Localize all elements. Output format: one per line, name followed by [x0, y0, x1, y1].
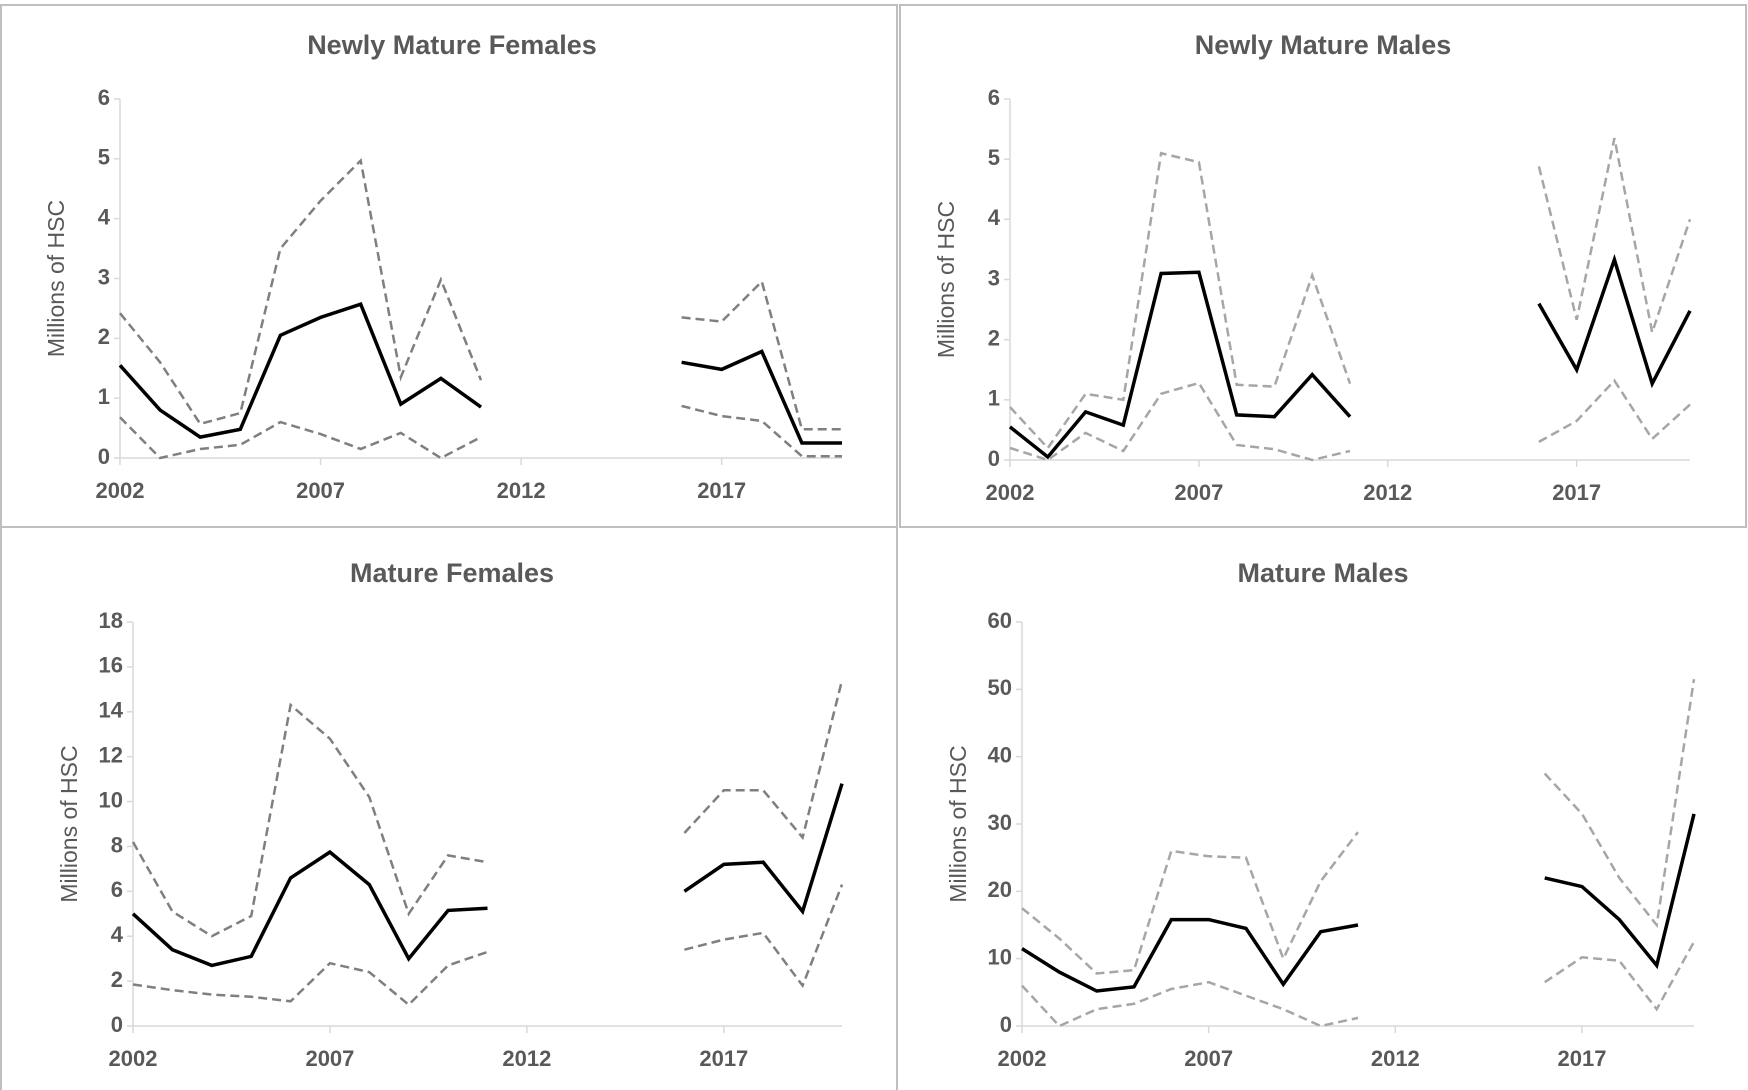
y-axis-title: Millions of HSC: [43, 200, 69, 357]
chart: Mature Males Millions of HSC 0 10 20 30 40 50 60…: [945, 558, 1696, 1071]
x-tick-label: 2017: [697, 478, 746, 503]
chart-title: Mature Males: [1237, 558, 1408, 588]
y-tick-label: 12: [99, 742, 123, 767]
x-tick-label: 2012: [1371, 1046, 1420, 1071]
y-tick-label: 0: [111, 1012, 123, 1037]
series-line: [118, 302, 842, 445]
x-tick-label: 2002: [96, 478, 145, 503]
y-tick-label: 0: [988, 446, 1000, 471]
y-tick-label: 3: [988, 265, 1000, 290]
y-tick-label: 4: [988, 205, 1001, 230]
chart: Mature Females Millions of HSC 0 2 4 6 8 10 12 14…: [56, 558, 844, 1071]
y-tick-label: 0: [98, 444, 110, 469]
y-tick-label: 10: [988, 944, 1012, 969]
chart-title: Mature Females: [350, 558, 554, 588]
series-line: [1021, 813, 1696, 993]
x-tick-label: 2007: [1184, 1046, 1233, 1071]
series-line: [131, 680, 844, 938]
series-line: [119, 158, 842, 431]
x-tick-label: 2012: [502, 1046, 551, 1071]
x-tick-label: 2007: [305, 1046, 354, 1071]
y-tick-label: 8: [111, 832, 123, 857]
y-tick-label: 16: [99, 653, 123, 678]
y-axis-title: Millions of HSC: [945, 745, 971, 902]
y-tick-label: 2: [111, 967, 123, 992]
x-tick-label: 2002: [998, 1046, 1047, 1071]
y-tick-label: 2: [98, 324, 110, 349]
y-tick-label: 20: [988, 877, 1012, 902]
x-tick-label: 2002: [109, 1046, 158, 1071]
chart: Newly Mature Females Millions of HSC 0 1 2 3 4…: [43, 30, 842, 503]
panel-border: [0, 4, 898, 528]
y-tick-label: 1: [988, 386, 1000, 411]
y-tick-label: 60: [988, 608, 1012, 633]
y-tick-label: 6: [111, 877, 123, 902]
y-tick-label: 2: [988, 325, 1000, 350]
x-tick-label: 2012: [497, 478, 546, 503]
series-line: [1009, 137, 1692, 450]
y-tick-label: 10: [99, 787, 123, 812]
series-line: [132, 884, 844, 1007]
x-tick-label: 2017: [699, 1046, 748, 1071]
y-tick-label: 40: [988, 742, 1012, 767]
y-tick-label: 5: [988, 145, 1000, 170]
x-tick-label: 2012: [1363, 480, 1412, 505]
y-tick-label: 6: [988, 85, 1000, 110]
x-tick-label: 2017: [1552, 480, 1601, 505]
y-axis-title: Millions of HSC: [56, 745, 82, 902]
y-tick-label: 4: [111, 922, 124, 947]
y-tick-label: 30: [988, 810, 1012, 835]
y-tick-label: 14: [99, 698, 124, 723]
y-tick-label: 50: [988, 675, 1012, 700]
series-line: [119, 404, 842, 460]
y-tick-label: 0: [1000, 1012, 1012, 1037]
series-line: [1021, 679, 1696, 975]
y-tick-label: 4: [98, 204, 111, 229]
chart-title: Newly Mature Males: [1195, 30, 1452, 60]
chart-title: Newly Mature Females: [307, 30, 597, 60]
series-line: [1021, 941, 1696, 1028]
x-tick-label: 2007: [296, 478, 345, 503]
x-tick-label: 2007: [1174, 480, 1223, 505]
series-line: [1008, 253, 1692, 460]
series-line: [1009, 378, 1691, 462]
series-line: [131, 783, 844, 968]
y-tick-label: 5: [98, 145, 110, 170]
x-tick-label: 2017: [1558, 1046, 1607, 1071]
y-tick-label: 3: [98, 264, 110, 289]
panel-border: [0, 526, 898, 1090]
y-tick-label: 18: [99, 608, 123, 633]
panel-border: [899, 4, 1747, 528]
chart: Newly Mature Males Millions of HSC 0 1 2 3 4 5 6…: [933, 30, 1692, 505]
y-tick-label: 1: [98, 384, 110, 409]
x-tick-label: 2002: [986, 480, 1035, 505]
y-axis-title: Millions of HSC: [933, 201, 959, 358]
y-tick-label: 6: [98, 85, 110, 110]
